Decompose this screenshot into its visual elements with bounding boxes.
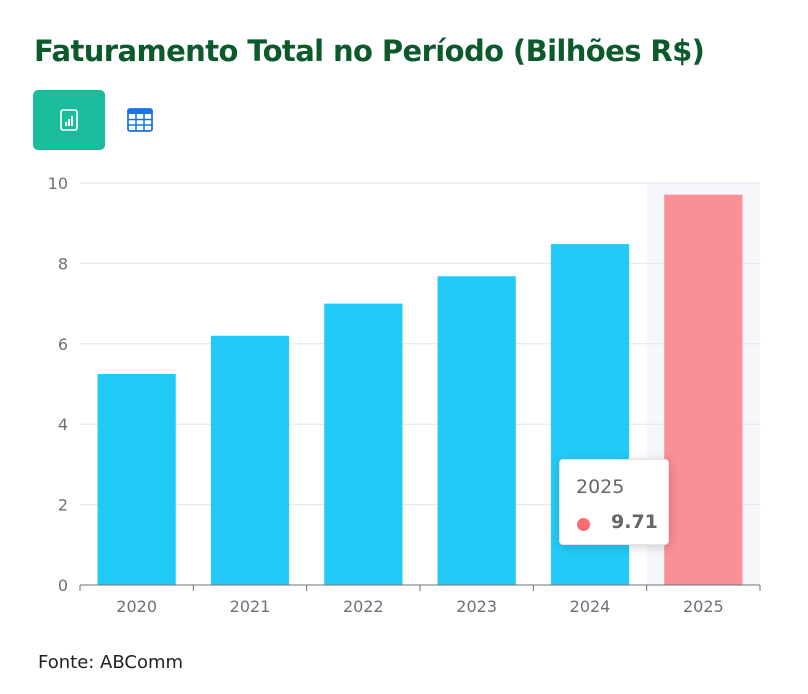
bar-chart: 0 2 4 6 8 10 2020 2021 2022 2023 2024 2025 [48,174,761,616]
bar-2020 [97,373,176,585]
y-tick-label: 10 [48,174,68,193]
chart-title: Faturamento Total no Período (Bilhões R$… [34,34,705,68]
chart-view-button[interactable] [33,90,105,150]
table-view-button[interactable] [118,98,162,142]
table-icon [127,108,153,132]
bar-2021 [210,335,290,585]
y-tick-label: 6 [58,335,68,354]
tooltip-category: 2025 [576,476,625,498]
bar-2025 [664,194,743,585]
bar-2023 [437,276,516,585]
x-tick-label: 2025 [683,597,724,616]
chart-tooltip: 2025 9.71 [559,459,669,545]
bar-chart-icon [60,109,78,131]
x-tick-label: 2021 [230,597,271,616]
tooltip-series-dot [577,518,590,531]
y-tick-label: 4 [58,415,68,434]
y-tick-label: 0 [58,576,68,595]
x-tick-label: 2023 [456,597,497,616]
x-tick-label: 2020 [116,597,157,616]
x-tick-label: 2022 [343,597,384,616]
source-note: Fonte: ABComm [38,652,184,673]
y-tick-label: 8 [58,254,68,273]
bar-2022 [324,303,403,585]
tooltip-value: 9.71 [611,511,658,533]
y-tick-label: 2 [58,496,68,515]
x-tick-label: 2024 [570,597,611,616]
